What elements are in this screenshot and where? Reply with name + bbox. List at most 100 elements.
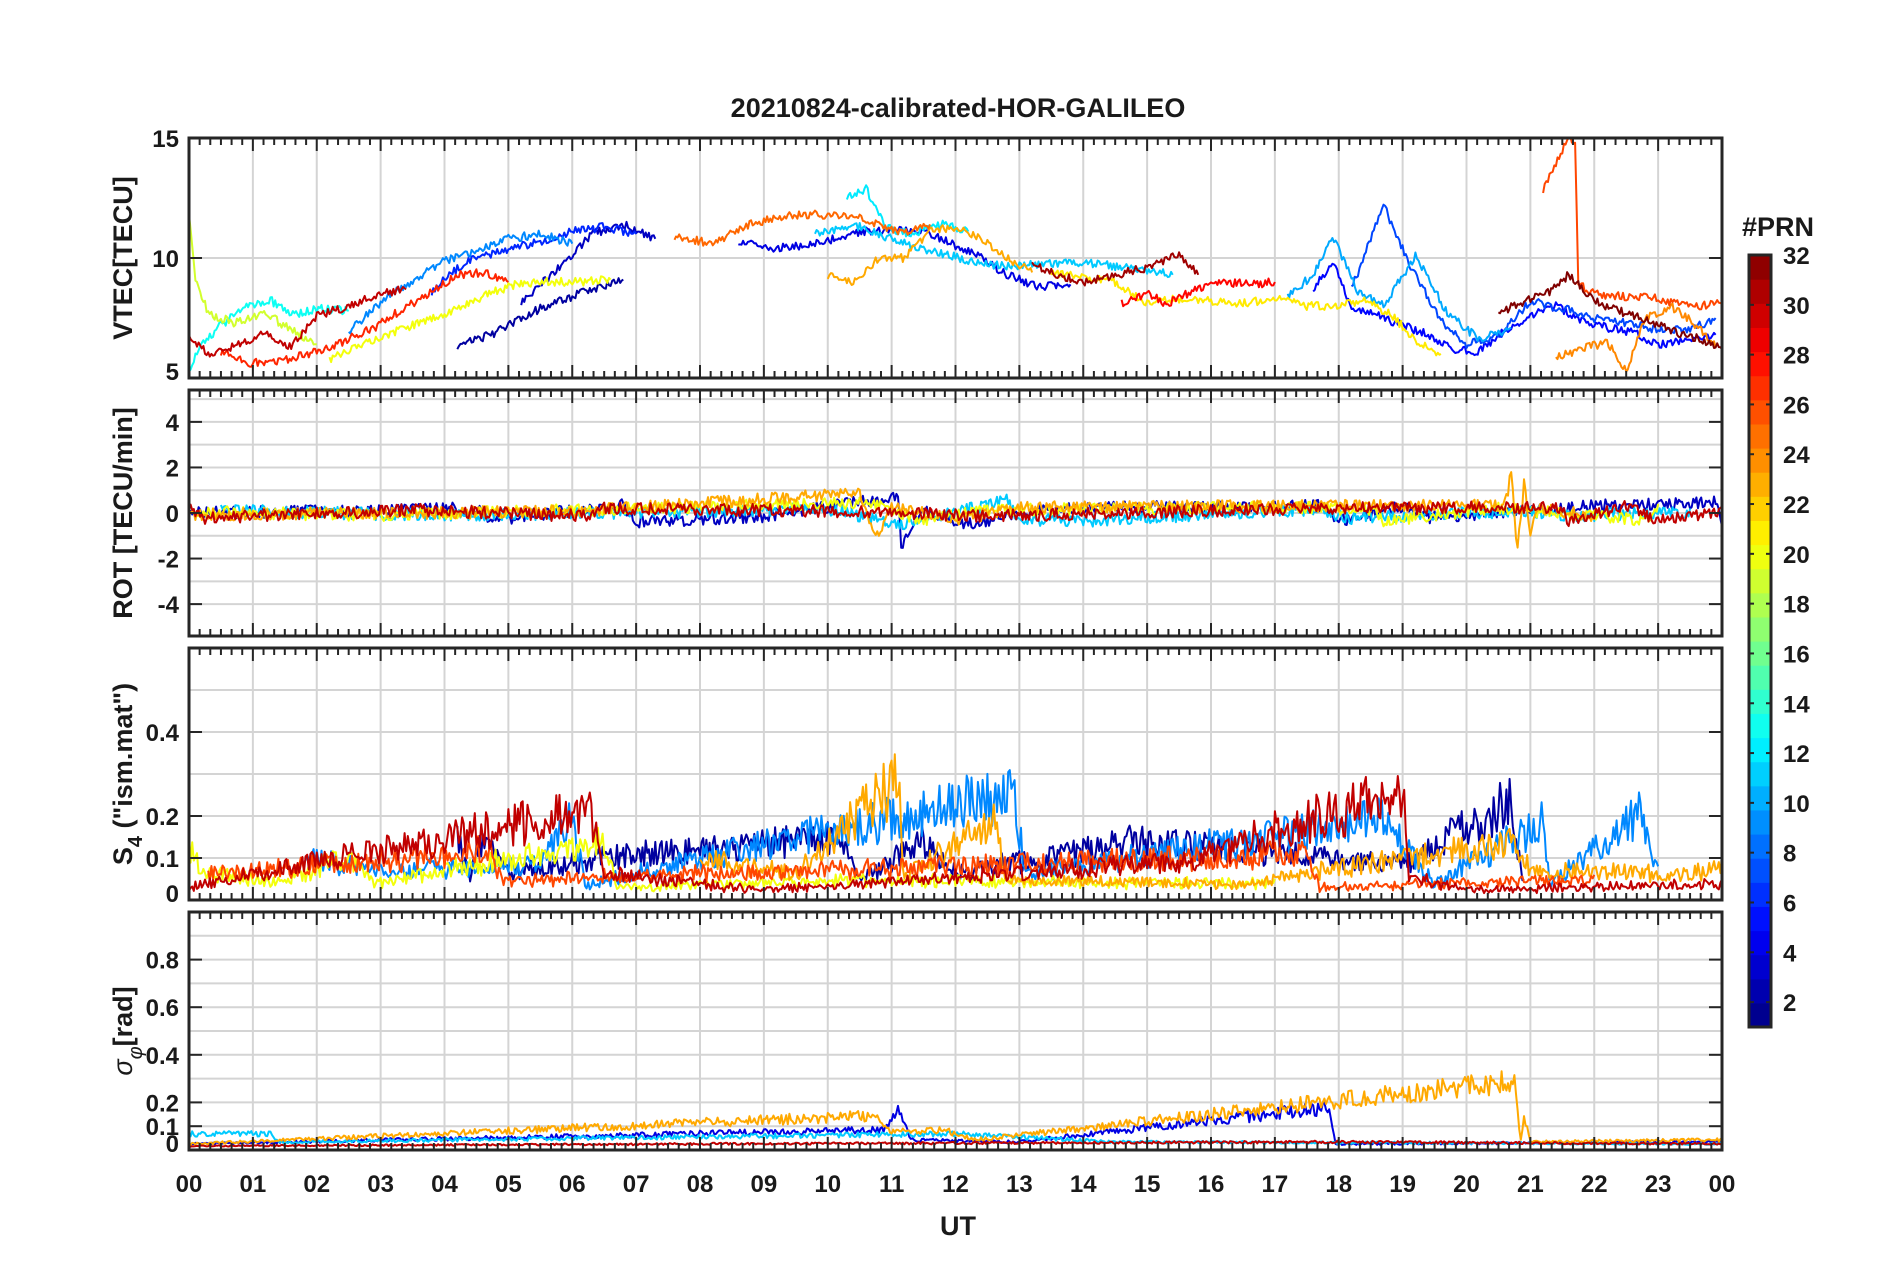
y-tick-label: 0.8 [146,948,179,975]
colorbar-segment [1749,761,1771,787]
colorbar-tick-label: 14 [1783,691,1810,718]
colorbar-segment [1749,544,1771,570]
panel-vtec: 5 10 15 VTEC[TECU] [108,126,1724,386]
series-line-prn-31 [1031,251,1200,287]
x-tick-label: 22 [1581,1171,1608,1198]
x-tick-label: 20 [1453,1171,1480,1198]
y-axis-label-vtec: VTEC[TECU] [108,176,138,340]
colorbar-segment [1749,834,1771,859]
y-axis-label-rot: ROT [TECU/min] [108,407,138,618]
chart-title: 20210824-calibrated-HOR-GALILEO [731,93,1186,123]
y-tick-label: 0.2 [146,1090,179,1117]
panel-s4: 0 0.1 0.2 0.4S4 ("ism.mat") [108,646,1724,908]
x-tick-label: 00 [176,1171,203,1198]
x-tick-label: 10 [814,1171,841,1198]
colorbar-tick-label: 20 [1783,542,1810,569]
colorbar-tick-label: 6 [1783,890,1796,917]
y-tick-label: 2 [166,455,179,482]
colorbar-segment [1749,809,1771,835]
colorbar-tick-label: 8 [1783,841,1796,868]
colorbar-segment [1749,303,1771,328]
y-tick-label: 0.2 [146,804,179,831]
series-line-prn-2 [456,277,624,350]
colorbar-tick-label: 28 [1783,343,1810,370]
x-tick-label: 07 [623,1171,650,1198]
x-tick-labels: 00 01 02 03 04 05 06 07 08 09 10 11 12 13 14 15 16 17 18 19… [176,1171,1736,1198]
colorbar-segment [1749,423,1771,449]
colorbar-segment [1749,785,1771,811]
series-line-prn-30 [189,500,1722,528]
colorbar-tick-label: 24 [1783,442,1810,469]
x-tick-label: 21 [1517,1171,1544,1198]
x-tick-label: 18 [1325,1171,1352,1198]
panel-frame [187,646,1724,902]
colorbar-segment [1749,592,1771,618]
colorbar-tick-label: 18 [1783,592,1810,619]
series-line-prn-5 [1312,262,1717,357]
colorbar-segment [1749,641,1771,666]
series-line-prn-10 [1286,237,1512,343]
series-line-prn-11 [814,222,1174,279]
colorbar-segment [1749,448,1771,473]
x-tick-label: 03 [367,1171,394,1198]
colorbar-label: #PRN [1742,212,1814,242]
y-tick-label: 15 [152,126,179,153]
colorbar-segment [1749,713,1771,739]
series-line-prn-25 [673,209,931,247]
series-line-prn-20 [328,275,612,364]
x-tick-label: 14 [1070,1171,1097,1198]
y-tick-label: -4 [158,592,180,619]
colorbar-segment [1749,858,1771,883]
series-group [189,138,1722,373]
x-tick-label: 09 [751,1171,778,1198]
series-line-prn-6 [430,222,637,296]
colorbar-segment [1749,882,1771,907]
panel-sigma_phi: 00.10.2 0.4 0.6 0.8 σφ[rad] [108,910,1724,1158]
colorbar-segment [1749,351,1771,377]
series-line-prn-30 [189,285,407,358]
colorbar-tick-label: 22 [1783,492,1810,519]
x-tick-label: 06 [559,1171,586,1198]
series-line-prn-24 [1555,302,1717,373]
y-tick-label: 0.1 [146,1114,179,1141]
colorbar-segment [1749,978,1771,1004]
colorbar-segment [1749,279,1771,304]
series-line-prn-23 [189,1070,1722,1146]
x-tick-label: 01 [240,1171,267,1198]
colorbar-segment [1749,737,1771,763]
y-tick-label: 5 [166,359,179,386]
colorbar-tick-label: 32 [1783,243,1810,270]
x-tick-label: 13 [1006,1171,1033,1198]
x-tick-label: 02 [303,1171,330,1198]
series-line-prn-9 [348,229,574,335]
y-axis-label-s4: S4 ("ism.mat") [108,683,147,865]
x-tick-label: 00 [1709,1171,1736,1198]
x-tick-label: 23 [1645,1171,1672,1198]
colorbar-segment [1749,568,1771,594]
colorbar-segment [1749,472,1771,497]
series-line-prn-19 [189,214,317,346]
colorbar-tick-label: 26 [1783,392,1810,419]
y-tick-label: 0.1 [146,846,179,873]
colorbar-segment [1749,327,1771,353]
colorbar-segment [1749,665,1771,690]
panel-frame [187,136,1724,380]
series-line-prn-23 [189,471,1596,549]
y-tick-label: 0 [166,501,179,528]
y-tick-label: 0 [166,1131,179,1158]
series-group [189,471,1722,549]
x-tick-label: 04 [431,1171,458,1198]
x-tick-label: 08 [687,1171,714,1198]
colorbar-tick-label: 10 [1783,791,1810,818]
colorbar-tick-label: 30 [1783,293,1810,320]
colorbar-tick-label: 16 [1783,641,1810,668]
colorbar-frame [1747,253,1773,1029]
y-tick-label: 0.4 [146,1043,180,1070]
x-tick-label: 17 [1262,1171,1289,1198]
colorbar-segment [1749,496,1771,521]
colorbar-segment [1749,520,1771,546]
series-line-prn-20 [194,496,1660,528]
